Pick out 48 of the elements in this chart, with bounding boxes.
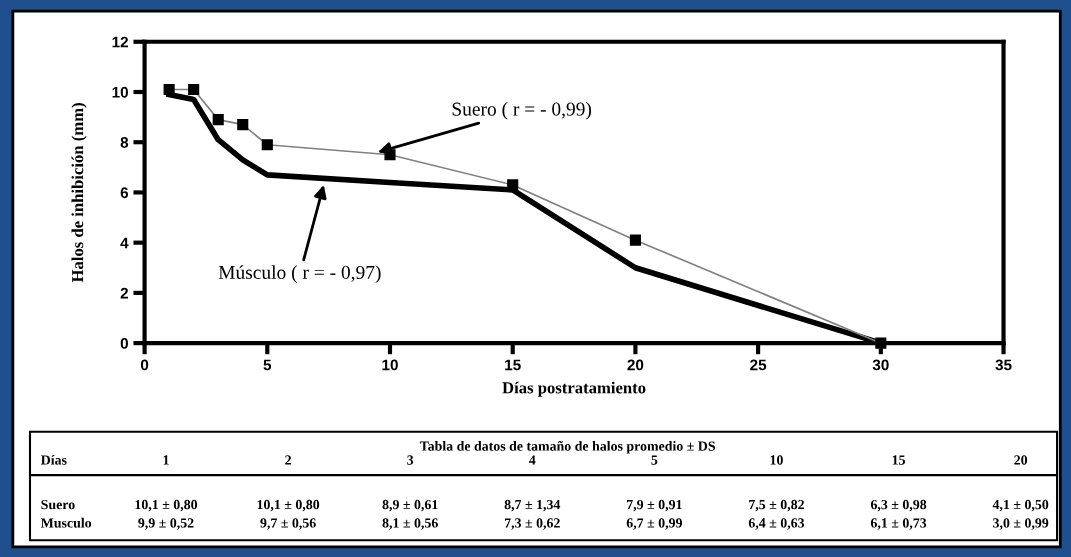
text: 7,3 ± 0,62 bbox=[504, 518, 560, 530]
point bbox=[875, 337, 887, 349]
x-axis-title: Días postratamiento bbox=[502, 381, 646, 397]
x-tick-label: 25 bbox=[750, 359, 767, 371]
y-axis-title: Halos de inhibición (mm) bbox=[71, 103, 87, 283]
text: 3,0 ± 0,99 bbox=[993, 518, 1049, 530]
text: 6,3 ± 0,98 bbox=[870, 499, 927, 512]
annotation: Suero ( r = - 0,99) bbox=[452, 101, 592, 120]
text: 6,1 ± 0,73 bbox=[870, 518, 927, 530]
text: 10,1 ± 0,80 bbox=[135, 499, 198, 512]
annotation: Músculo ( r = - 0,97) bbox=[218, 265, 381, 283]
text: 7,9 ± 0,91 bbox=[627, 499, 682, 512]
x-tick-label: 30 bbox=[872, 359, 889, 371]
y-tick-label: 4 bbox=[120, 237, 129, 249]
text: Tabla de datos de tamaño de halos promedio ± DS bbox=[419, 440, 715, 454]
text: 9,7 ± 0,56 bbox=[260, 518, 316, 530]
text: 7,5 ± 0,82 bbox=[749, 499, 804, 512]
text: Suero bbox=[41, 499, 75, 510]
y-tick-label: 2 bbox=[120, 287, 128, 299]
text: 5 bbox=[651, 455, 658, 465]
y-tick-label: 0 bbox=[120, 337, 128, 349]
x-tick-label: 0 bbox=[140, 359, 149, 371]
text: 15 bbox=[892, 455, 906, 465]
x-tick-label: 10 bbox=[382, 359, 398, 371]
x-tick-label: 15 bbox=[505, 359, 521, 371]
text: 2 bbox=[285, 455, 291, 465]
text: 4,1 ± 0,50 bbox=[992, 499, 1049, 512]
text: 4 bbox=[529, 455, 536, 465]
text: 8,1 ± 0,56 bbox=[382, 518, 438, 530]
text: 3 bbox=[407, 455, 414, 465]
text: 1 bbox=[163, 455, 169, 465]
y-tick-label: 12 bbox=[112, 36, 128, 48]
text: 6,4 ± 0,63 bbox=[748, 518, 805, 530]
text: 8,7 ± 1,34 bbox=[504, 499, 561, 512]
text: 6,7 ± 0,99 bbox=[626, 518, 682, 530]
text: Musculo bbox=[40, 517, 92, 528]
x-tick-label: 35 bbox=[995, 359, 1012, 371]
text: 10 bbox=[770, 455, 783, 465]
x-tick-label: 5 bbox=[263, 359, 272, 371]
text: 10,1 ± 0,80 bbox=[257, 499, 320, 512]
text: 20 bbox=[1014, 455, 1028, 465]
y-tick-label: 6 bbox=[120, 187, 129, 199]
y-tick-label: 8 bbox=[120, 137, 129, 148]
text: 8,9 ± 0,61 bbox=[382, 499, 438, 512]
y-tick-label: 10 bbox=[112, 86, 128, 98]
text: 9,9 ± 0,52 bbox=[138, 518, 194, 530]
text: Días bbox=[40, 454, 67, 465]
x-tick-label: 20 bbox=[627, 359, 644, 371]
